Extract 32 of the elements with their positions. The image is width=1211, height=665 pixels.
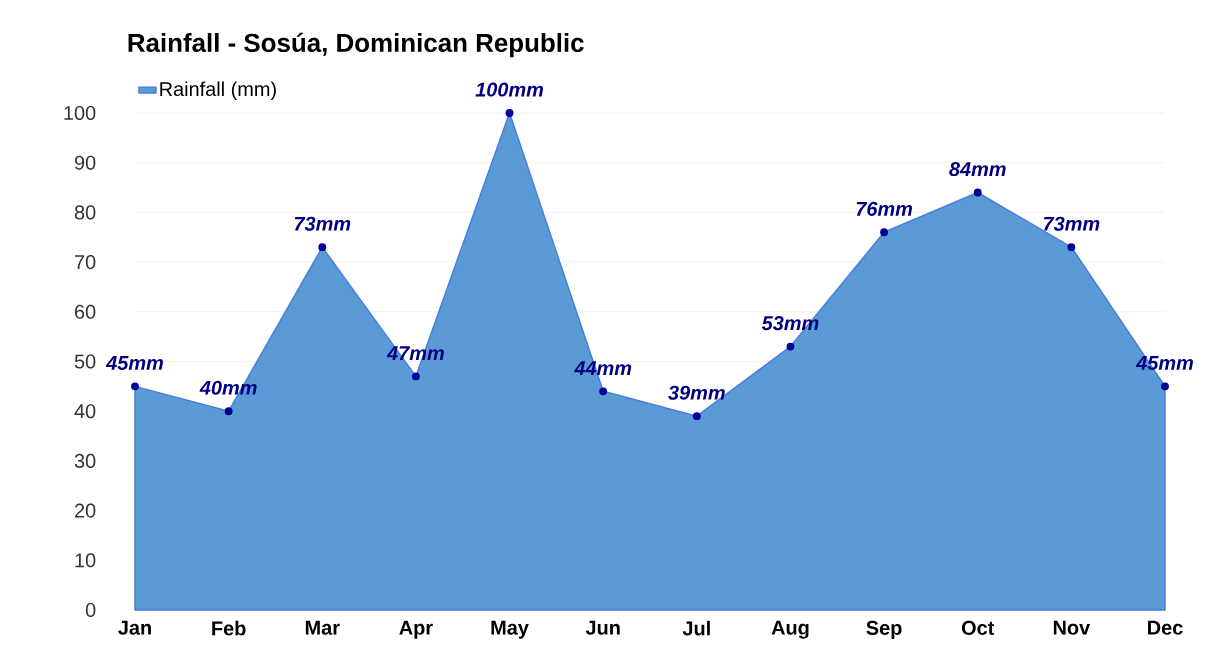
x-tick-label: Jul [682, 620, 710, 636]
x-tick-label: Dec [1148, 620, 1183, 635]
y-tick-label: 0 [85, 602, 96, 618]
x-tick-label: Nov [1053, 620, 1091, 635]
y-tick-label: 10 [75, 553, 96, 568]
x-tick-label: May [491, 620, 529, 639]
y-tick-label: 70 [75, 255, 96, 270]
x-tick-label: Sep [866, 620, 902, 639]
y-tick-label: 50 [74, 354, 96, 369]
y-tick-label: 40 [74, 404, 96, 419]
legend-label: Rainfall (mm) [160, 81, 276, 100]
data-label: 100mm [475, 82, 544, 97]
data-label: 45mm [105, 356, 163, 370]
x-tick-label: Jan [118, 620, 151, 635]
x-tick-label: Apr [399, 620, 433, 639]
x-tick-label: Mar [305, 620, 340, 635]
x-tick-label: Jun [585, 620, 620, 635]
y-tick-label: 80 [74, 205, 96, 220]
x-tick-label: Oct [961, 620, 995, 635]
x-tick-label: Aug [771, 620, 809, 639]
data-label: 73mm [1043, 216, 1100, 231]
y-tick-label: 30 [74, 453, 96, 468]
y-tick-label: 90 [74, 155, 96, 170]
data-label: 76mm [856, 201, 913, 216]
data-label: 73mm [294, 216, 351, 231]
data-label: 84mm [949, 162, 1006, 177]
data-label: 39mm [668, 385, 725, 400]
chart-title: Rainfall - Sosúa, Dominican Republic [128, 32, 584, 58]
y-tick-label: 60 [75, 304, 96, 319]
y-tick-label: 100 [64, 105, 96, 121]
y-tick-label: 20 [75, 503, 96, 518]
x-tick-label: Feb [212, 620, 246, 636]
